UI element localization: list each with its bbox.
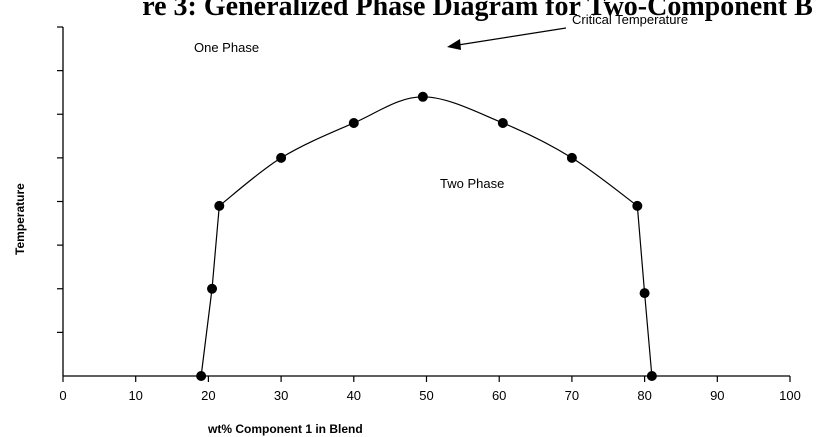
data-points <box>196 91 657 381</box>
x-tick-label: 100 <box>779 388 801 403</box>
annotation-critical-temperature: Critical Temperature <box>572 12 688 27</box>
chart-title: re 3: Generalized Phase Diagram for Two-… <box>142 0 813 22</box>
x-tick-label: 70 <box>565 388 579 403</box>
y-axis-label: Temperature <box>13 183 27 255</box>
data-point <box>276 152 287 163</box>
x-tick-label: 40 <box>347 388 361 403</box>
x-tick-labels: 0 10 20 30 40 50 60 70 80 90 100 <box>59 388 800 403</box>
data-point <box>646 371 657 381</box>
series-line <box>200 96 653 377</box>
x-ticks <box>62 376 791 382</box>
annotation-arrow <box>457 27 567 46</box>
x-tick-label: 10 <box>128 388 142 403</box>
data-point <box>632 200 643 211</box>
data-point <box>214 200 225 211</box>
data-point <box>497 117 508 128</box>
data-point <box>196 371 207 381</box>
annotation-two-phase: Two Phase <box>440 176 504 191</box>
x-tick-label: 0 <box>59 388 66 403</box>
x-tick-label: 50 <box>419 388 433 403</box>
data-point <box>566 152 577 163</box>
data-point <box>348 117 359 128</box>
annotation-one-phase: One Phase <box>194 40 259 55</box>
axes <box>62 27 790 377</box>
arrowhead-icon <box>447 39 461 50</box>
data-point <box>639 288 650 299</box>
x-tick-label: 90 <box>710 388 724 403</box>
x-tick-label: 60 <box>492 388 506 403</box>
x-tick-label: 80 <box>637 388 651 403</box>
x-tick-label: 20 <box>201 388 215 403</box>
y-ticks <box>57 26 63 333</box>
x-tick-label: 30 <box>274 388 288 403</box>
data-point <box>417 91 428 102</box>
data-point <box>207 283 218 294</box>
x-axis-label: wt% Component 1 in Blend <box>207 422 363 436</box>
